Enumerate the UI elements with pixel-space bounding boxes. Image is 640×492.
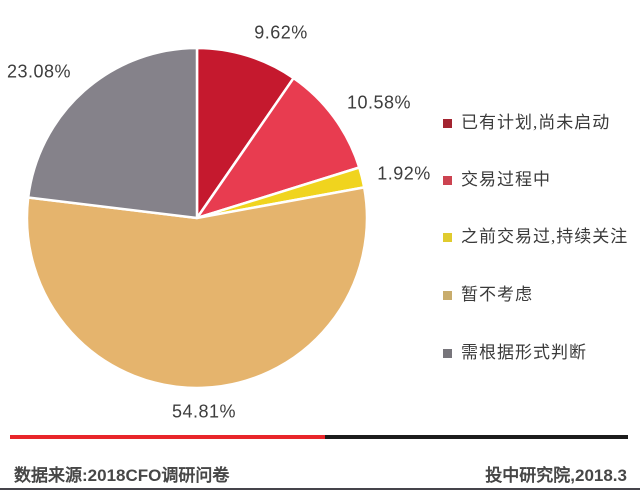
pie-slice <box>195 76 361 220</box>
legend-label: 暂不考虑 <box>461 285 533 304</box>
pie-slice <box>25 186 369 390</box>
legend-label: 之前交易过,持续关注 <box>461 227 629 246</box>
footer-divider <box>10 435 628 439</box>
legend-label: 需根据形式判断 <box>461 343 587 362</box>
slice-label: 10.58% <box>346 92 412 113</box>
legend-swatch-icon <box>443 233 452 242</box>
legend-label: 交易过程中 <box>461 170 551 189</box>
bottom-border-line <box>0 488 640 490</box>
slice-label: 9.62% <box>254 22 308 43</box>
legend-item: 已有计划,尚未启动 <box>443 110 639 136</box>
legend-swatch-icon <box>443 349 452 358</box>
legend-item: 交易过程中 <box>443 167 639 193</box>
divider-red-segment <box>10 435 325 439</box>
legend-label: 已有计划,尚未启动 <box>461 113 611 132</box>
slice-label: 1.92% <box>377 163 431 184</box>
legend-swatch-icon <box>443 176 452 185</box>
legend-item: 之前交易过,持续关注 <box>443 224 639 250</box>
data-source-text: 数据来源:2018CFO调研问卷 <box>14 466 230 485</box>
legend-item: 需根据形式判断 <box>443 340 639 366</box>
slice-label: 23.08% <box>6 61 72 82</box>
legend-swatch-icon <box>443 119 452 128</box>
pie-slice <box>26 46 199 220</box>
pie-slice <box>195 46 295 220</box>
credit-text: 投中研究院,2018.3 <box>485 466 627 485</box>
legend-swatch-icon <box>443 291 452 300</box>
legend-item: 暂不考虑 <box>443 282 639 308</box>
divider-black-segment <box>325 435 628 439</box>
slice-label: 54.81% <box>171 401 237 422</box>
